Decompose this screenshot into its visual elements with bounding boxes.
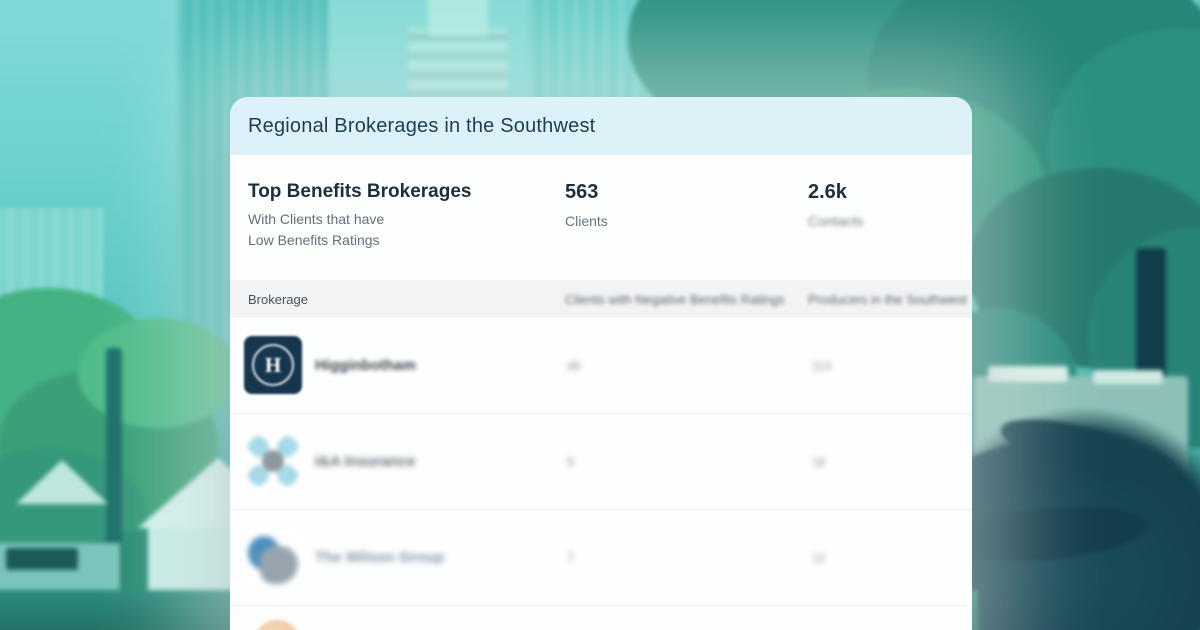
metric-clients-value: 563 (565, 181, 599, 203)
metric-contacts-label: Contacts (808, 213, 864, 229)
blue-wave-logo-icon (244, 528, 302, 586)
table-row[interactable]: H Higginbotham 46 113 (230, 318, 972, 414)
negative-ratings-value: 46 (567, 358, 581, 373)
table-header-row: Brokerage Clients with Negative Benefits… (230, 280, 972, 318)
negative-ratings-value: 7 (567, 550, 574, 565)
stats-subtitle: With Clients that have Low Benefits Rati… (248, 209, 384, 251)
palm-canopy (78, 318, 238, 428)
card-header-band: Regional Brokerages in the Southwest (230, 97, 972, 155)
column-header-brokerage[interactable]: Brokerage (248, 291, 308, 307)
metric-contacts: 2.6k Contacts (808, 181, 863, 229)
page-title: Regional Brokerages in the Southwest (248, 114, 596, 137)
column-header-negative-ratings[interactable]: Clients with Negative Benefits Ratings (565, 291, 785, 307)
logo-ring: H (252, 344, 294, 386)
store-sign (6, 548, 78, 570)
brokerage-name: Higginbotham (315, 357, 416, 374)
brokerage-report-card: Regional Brokerages in the Southwest Top… (230, 97, 972, 630)
higginbotham-logo-icon: H (244, 336, 302, 394)
orange-circle-logo-icon (254, 620, 300, 630)
distant-house-roof (1093, 370, 1163, 384)
city-hall-top (428, 0, 488, 36)
house-gable-roof (16, 460, 108, 504)
negative-ratings-value: 9 (567, 454, 574, 469)
logo-letter: H (264, 352, 282, 377)
metric-clients-label: Clients (565, 213, 608, 229)
stats-subtitle-line2: Low Benefits Ratings (248, 232, 380, 248)
metric-contacts-value: 2.6k (808, 181, 847, 203)
table-row[interactable] (230, 606, 972, 630)
wave-gray-shape (260, 546, 298, 584)
producers-value: 12 (812, 550, 826, 565)
petal-core (262, 450, 284, 472)
distant-house-roof (988, 366, 1068, 382)
summary-stats-section: Top Benefits Brokerages With Clients tha… (230, 155, 972, 280)
teal-petals-logo-icon (244, 432, 302, 490)
column-header-producers[interactable]: Producers in the Southwest (808, 291, 967, 307)
metric-clients: 563 Clients (565, 181, 608, 229)
producers-value: 18 (812, 454, 826, 469)
stats-subtitle-line1: With Clients that have (248, 211, 385, 227)
brokerage-name: The Wilson Group (315, 549, 445, 566)
table-row[interactable]: I&A Insurance 9 18 (230, 414, 972, 510)
brokerage-name: I&A Insurance (315, 453, 416, 470)
table-body: H Higginbotham 46 113 I&A Insurance 9 18 (230, 318, 972, 630)
producers-value: 113 (812, 358, 832, 373)
stats-title: Top Benefits Brokerages (248, 181, 472, 202)
table-row[interactable]: The Wilson Group 7 12 (230, 510, 972, 606)
